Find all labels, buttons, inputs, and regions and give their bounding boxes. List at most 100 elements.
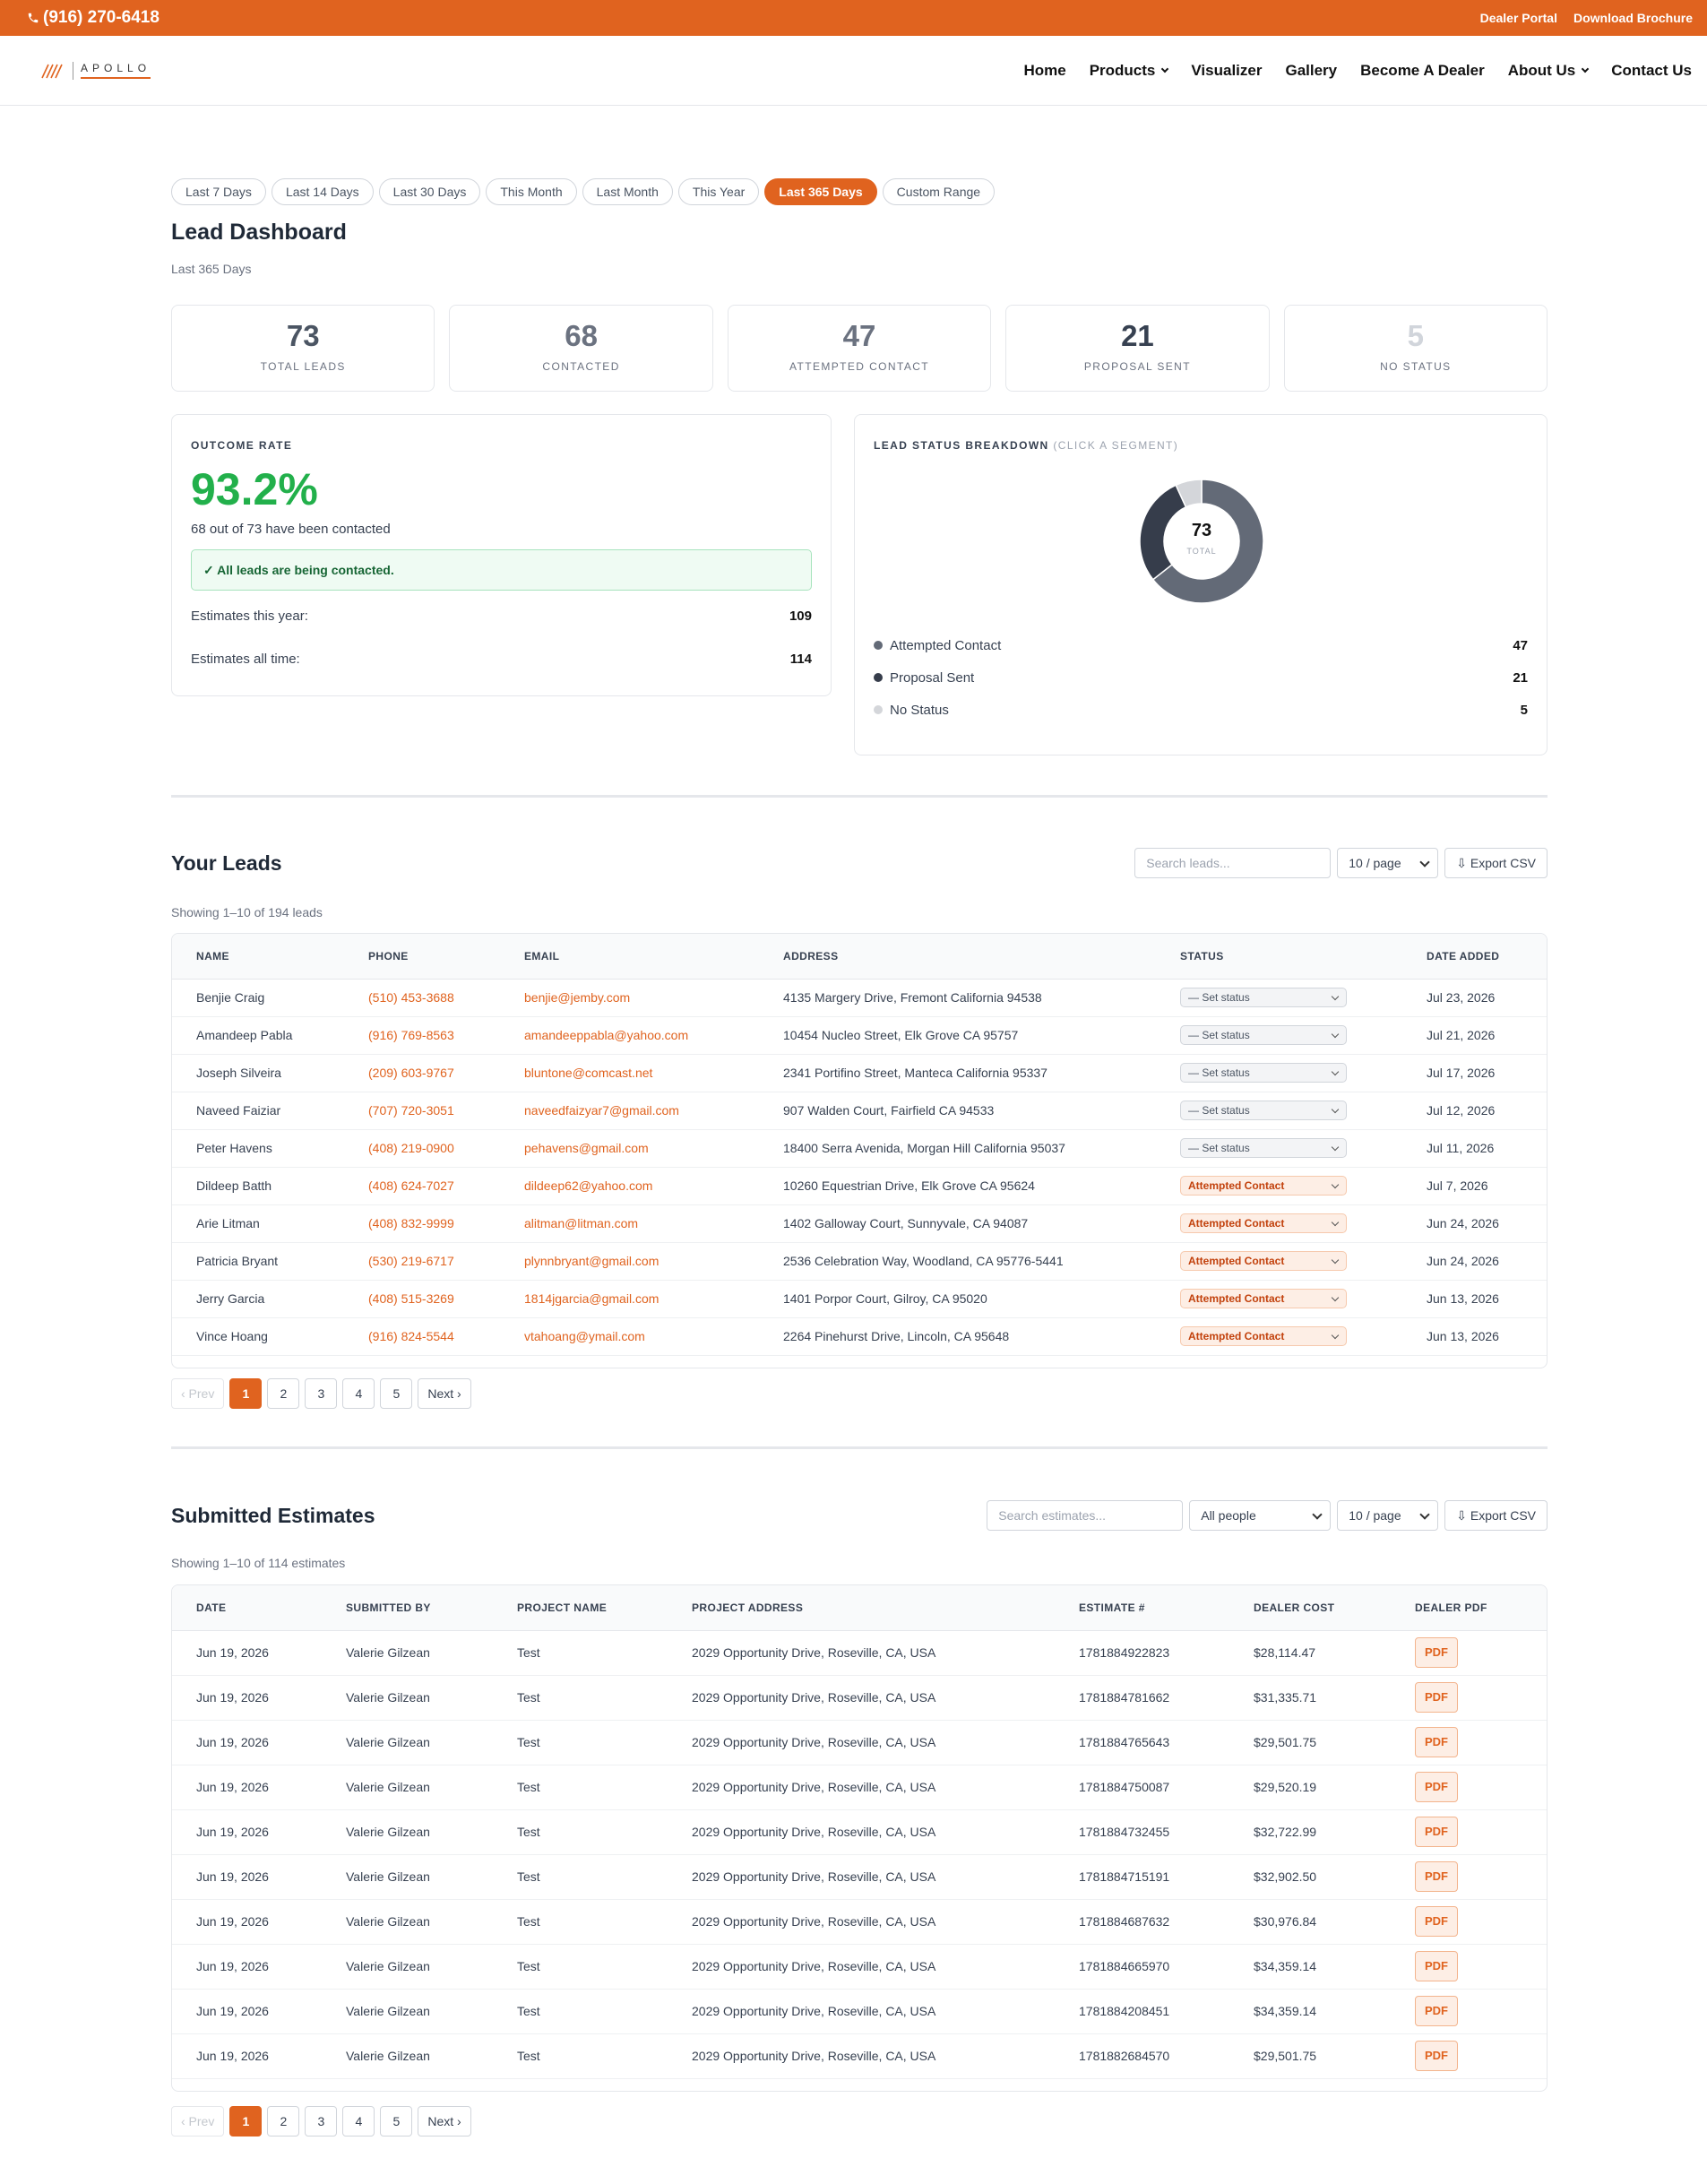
pdf-button[interactable]: PDF xyxy=(1415,2041,1458,2071)
page-button[interactable]: 1 xyxy=(229,2106,263,2137)
email-link[interactable]: dildeep62@yahoo.com xyxy=(524,1178,653,1193)
filter-pill[interactable]: Last Month xyxy=(582,178,673,205)
search-box[interactable]: Search leads... xyxy=(1134,848,1332,878)
submitted-by: Valerie Gilzean xyxy=(346,1735,430,1749)
table-cell: Test xyxy=(517,1989,692,2034)
nav-link[interactable]: Home xyxy=(1023,62,1065,80)
page-button[interactable]: 5 xyxy=(380,2106,413,2137)
pdf-button[interactable]: PDF xyxy=(1415,1772,1458,1802)
pdf-button[interactable]: PDF xyxy=(1415,1906,1458,1937)
donut-segment[interactable] xyxy=(1151,479,1264,604)
page-button[interactable]: 2 xyxy=(267,1378,300,1409)
nav-link[interactable]: Become A Dealer xyxy=(1360,62,1485,80)
lead-address: 10454 Nucleo Street, Elk Grove CA 95757 xyxy=(783,1028,1019,1042)
phone-link[interactable]: (510) 453-3688 xyxy=(368,990,454,1005)
nav-link-label: Products xyxy=(1089,61,1156,79)
donut-segment[interactable] xyxy=(1175,479,1203,508)
estimate-number: 1781884715191 xyxy=(1079,1869,1170,1884)
phone[interactable]: (916) 270-6418 xyxy=(27,8,159,28)
status-select[interactable]: — Set status xyxy=(1180,988,1347,1007)
legend-row[interactable]: Attempted Contact 47 xyxy=(874,629,1528,661)
status-select[interactable]: — Set status xyxy=(1180,1063,1347,1083)
prev-button[interactable]: ‹ Prev xyxy=(171,1378,225,1409)
page-button[interactable]: 4 xyxy=(342,1378,375,1409)
email-link[interactable]: naveedfaizyar7@gmail.com xyxy=(524,1103,679,1118)
legend-row[interactable]: No Status 5 xyxy=(874,694,1528,726)
filter-pill[interactable]: Last 30 Days xyxy=(378,178,481,205)
logo[interactable]: APOLLO xyxy=(40,61,151,80)
pdf-button[interactable]: PDF xyxy=(1415,1727,1458,1757)
status-select[interactable]: Attempted Contact xyxy=(1180,1213,1347,1233)
pdf-button[interactable]: PDF xyxy=(1415,1682,1458,1713)
page-size-select[interactable]: 10 / page xyxy=(1337,1500,1439,1531)
phone-link[interactable]: (408) 624-7027 xyxy=(368,1178,454,1193)
table-cell: (408) 515-3269 xyxy=(368,1280,524,1318)
status-select[interactable]: — Set status xyxy=(1180,1138,1347,1158)
estimate-number: 1781884665970 xyxy=(1079,1959,1170,1973)
page-button[interactable]: 2 xyxy=(267,2106,300,2137)
email-link[interactable]: vtahoang@ymail.com xyxy=(524,1329,645,1343)
filter-pill[interactable]: This Year xyxy=(677,178,760,205)
nav-link[interactable]: Gallery xyxy=(1285,62,1337,80)
page-button[interactable]: 1 xyxy=(229,1378,263,1409)
phone-link[interactable]: (408) 515-3269 xyxy=(368,1291,454,1306)
email-link[interactable]: amandeeppabla@yahoo.com xyxy=(524,1028,689,1042)
search-box[interactable]: Search estimates... xyxy=(987,1500,1184,1531)
phone-link[interactable]: (916) 769-8563 xyxy=(368,1028,454,1042)
status-select[interactable]: Attempted Contact xyxy=(1180,1176,1347,1196)
filter-pill[interactable]: Last 7 Days xyxy=(171,178,266,205)
table-cell: 1781884715191 xyxy=(1079,1854,1254,1900)
estimates-table: DATE SUBMITTED BY PROJECT NAME PROJECT ADDR… xyxy=(172,1585,1547,2079)
email-link[interactable]: alitman@litman.com xyxy=(524,1216,639,1230)
page-size-select[interactable]: 10 / page xyxy=(1337,848,1439,878)
page-button[interactable]: 3 xyxy=(305,2106,338,2137)
status-select[interactable]: Attempted Contact xyxy=(1180,1251,1347,1271)
people-filter[interactable]: All people xyxy=(1189,1500,1332,1531)
status-select[interactable]: Attempted Contact xyxy=(1180,1326,1347,1346)
phone-link[interactable]: (916) 824-5544 xyxy=(368,1329,454,1343)
phone-link[interactable]: (408) 832-9999 xyxy=(368,1216,454,1230)
export-button[interactable]: ⇩ Export CSV xyxy=(1444,848,1548,878)
nav-link[interactable]: Visualizer xyxy=(1191,62,1262,80)
table-cell: Jun 19, 2026 xyxy=(172,1989,346,2034)
pdf-button[interactable]: PDF xyxy=(1415,1996,1458,2026)
email-link[interactable]: plynnbryant@gmail.com xyxy=(524,1254,660,1268)
phone-link[interactable]: (209) 603-9767 xyxy=(368,1066,454,1080)
filter-pill[interactable]: Last 14 Days xyxy=(271,178,374,205)
email-link[interactable]: benjie@jemby.com xyxy=(524,990,631,1005)
filter-pill[interactable]: This Month xyxy=(486,178,577,205)
phone-link[interactable]: (408) 219-0900 xyxy=(368,1141,454,1155)
next-button[interactable]: Next › xyxy=(418,2106,471,2137)
next-button[interactable]: Next › xyxy=(418,1378,471,1409)
top-link[interactable]: Download Brochure xyxy=(1573,11,1693,25)
page-button[interactable]: 4 xyxy=(342,2106,375,2137)
page-button[interactable]: 5 xyxy=(380,1378,413,1409)
pdf-button[interactable]: PDF xyxy=(1415,1861,1458,1892)
status-select[interactable]: — Set status xyxy=(1180,1025,1347,1045)
email-link[interactable]: pehavens@gmail.com xyxy=(524,1141,649,1155)
filter-pill[interactable]: Last 365 Days xyxy=(764,178,877,205)
filter-pill[interactable]: Custom Range xyxy=(882,178,996,205)
nav-link[interactable]: Contact Us xyxy=(1611,62,1692,80)
pdf-button[interactable]: PDF xyxy=(1415,1637,1458,1668)
lead-name: Benjie Craig xyxy=(196,990,265,1005)
nav-link[interactable]: About Us xyxy=(1508,62,1590,80)
phone-link[interactable]: (707) 720-3051 xyxy=(368,1103,454,1118)
prev-button[interactable]: ‹ Prev xyxy=(171,2106,225,2137)
top-link[interactable]: Dealer Portal xyxy=(1479,11,1557,25)
email-link[interactable]: bluntone@comcast.net xyxy=(524,1066,653,1080)
pdf-button[interactable]: PDF xyxy=(1415,1951,1458,1981)
pdf-button[interactable]: PDF xyxy=(1415,1817,1458,1847)
nav-link[interactable]: Products xyxy=(1089,61,1169,80)
table-cell: alitman@litman.com xyxy=(524,1204,783,1243)
page-button[interactable]: 3 xyxy=(305,1378,338,1409)
legend-row[interactable]: Proposal Sent 21 xyxy=(874,661,1528,694)
status-select[interactable]: — Set status xyxy=(1180,1101,1347,1120)
export-button[interactable]: ⇩ Export CSV xyxy=(1444,1500,1548,1531)
table-cell: PDF xyxy=(1415,1765,1547,1810)
email-link[interactable]: 1814jgarcia@gmail.com xyxy=(524,1291,660,1306)
phone-link[interactable]: (530) 219-6717 xyxy=(368,1254,454,1268)
table-cell: Test xyxy=(517,1765,692,1810)
status-select[interactable]: Attempted Contact xyxy=(1180,1289,1347,1308)
dealer-cost: $29,520.19 xyxy=(1254,1780,1317,1794)
